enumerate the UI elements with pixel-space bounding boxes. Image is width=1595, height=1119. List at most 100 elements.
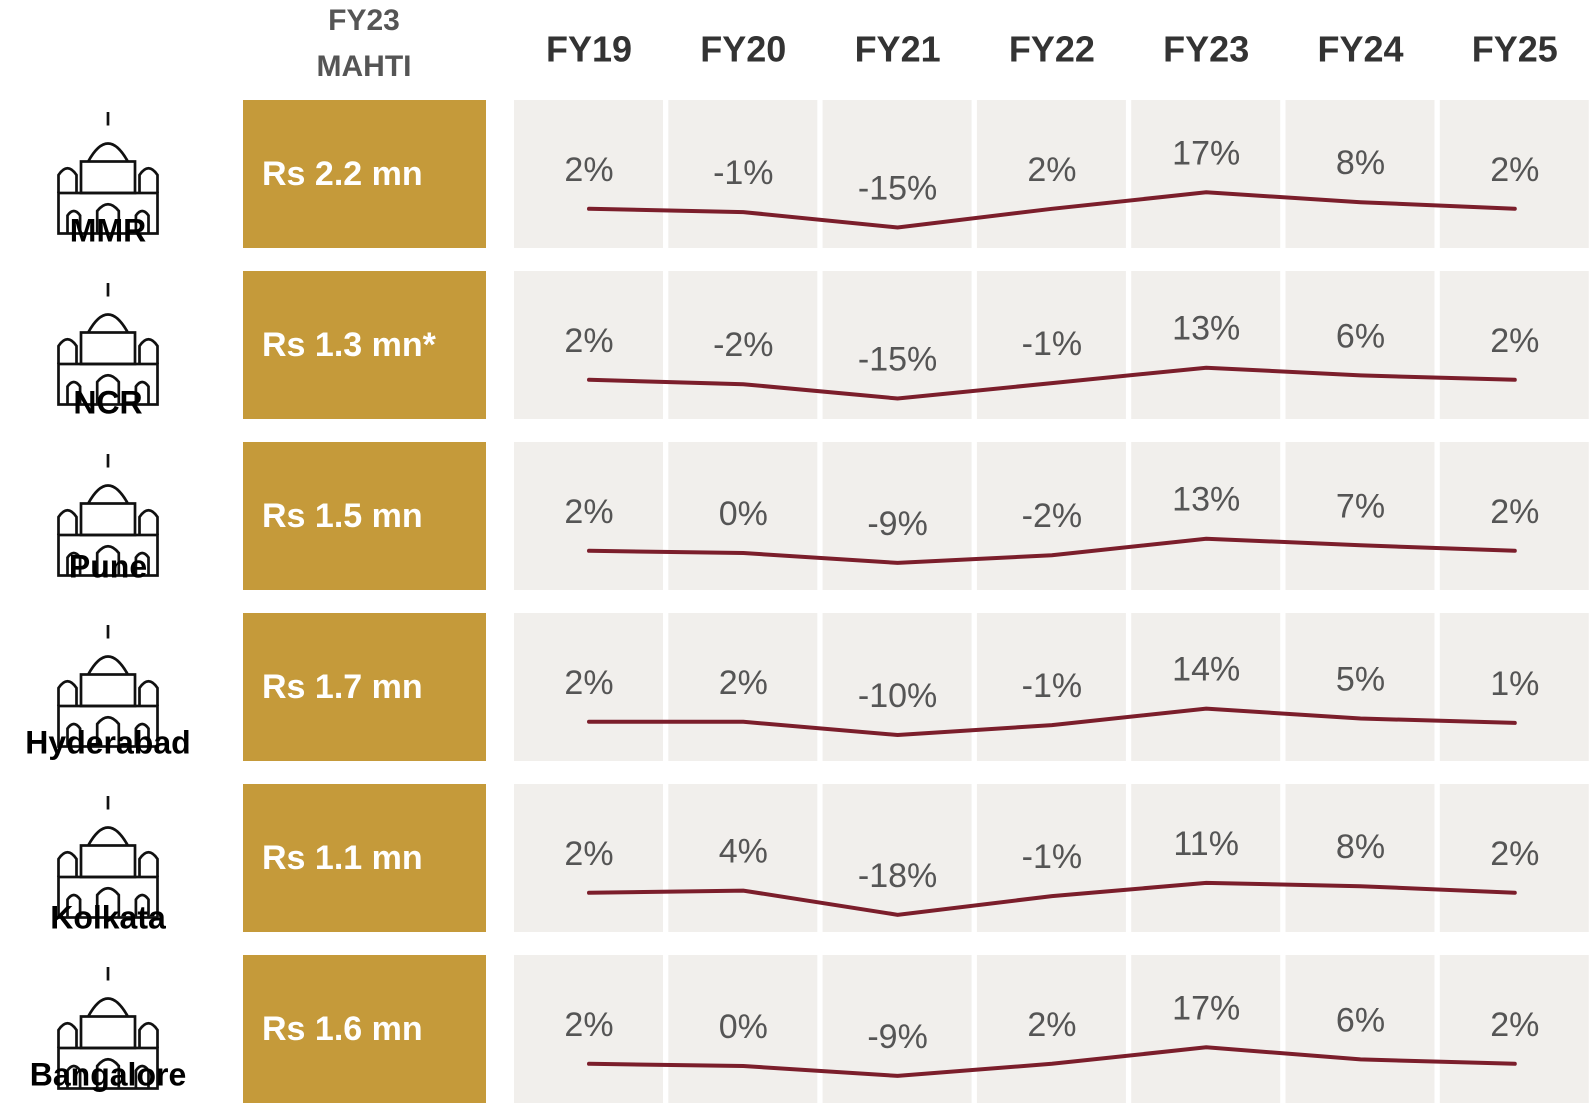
value-label: -1% [1022, 325, 1082, 363]
value-label: 13% [1172, 310, 1240, 348]
value-label: 8% [1336, 144, 1385, 182]
mahti-cell [243, 955, 486, 1103]
cell [976, 955, 1126, 1103]
cell [668, 784, 818, 932]
value-label: 2% [564, 151, 613, 189]
value-label: -2% [1022, 497, 1082, 535]
trend-line [587, 365, 1517, 401]
column-header: FY24 [1317, 29, 1403, 70]
cell [1439, 271, 1589, 419]
cell [1131, 955, 1281, 1103]
city-name: Hyderabad [25, 724, 190, 760]
cell [514, 271, 663, 419]
mahti-value: Rs 1.3 mn* [262, 326, 437, 364]
cell [1439, 784, 1589, 932]
cell [514, 100, 663, 248]
column-header: FY22 [1009, 29, 1095, 70]
trend-line [587, 706, 1517, 738]
mahti-value: Rs 1.1 mn [262, 839, 423, 877]
column-header: FY19 [546, 29, 632, 70]
cell [822, 442, 972, 590]
cell [514, 784, 663, 932]
value-label: -15% [858, 169, 937, 207]
cell [1131, 271, 1281, 419]
cell [1131, 784, 1281, 932]
mahti-value: Rs 1.5 mn [262, 497, 423, 535]
value-label: 2% [1490, 1006, 1539, 1044]
value-label: 14% [1172, 651, 1240, 689]
value-label: 2% [564, 493, 613, 531]
mahti-cell [243, 100, 486, 248]
value-label: -1% [1022, 838, 1082, 876]
city-name: Kolkata [50, 899, 166, 935]
value-label: -10% [858, 677, 937, 715]
value-label: 5% [1336, 660, 1385, 698]
cell [514, 955, 663, 1103]
cell [1439, 955, 1589, 1103]
cell [668, 955, 818, 1103]
trend-line [587, 190, 1517, 230]
value-label: 2% [564, 322, 613, 360]
value-label: 2% [1490, 493, 1539, 531]
cell [976, 100, 1126, 248]
value-label: 17% [1172, 989, 1240, 1027]
city-name: NCR [73, 384, 142, 420]
column-header: FY21 [855, 29, 941, 70]
cell [514, 613, 663, 761]
value-label: 4% [719, 833, 768, 871]
value-label: 2% [719, 664, 768, 702]
value-label: 0% [719, 495, 768, 533]
value-label: 7% [1336, 487, 1385, 525]
value-label: -9% [867, 1018, 927, 1056]
mahti-cell [243, 271, 486, 419]
value-label: 8% [1336, 828, 1385, 866]
value-label: 2% [1027, 1006, 1076, 1044]
value-label: 6% [1336, 1001, 1385, 1039]
mahti-value: Rs 1.7 mn [262, 668, 423, 706]
value-label: -1% [713, 154, 773, 192]
city-name: Pune [69, 548, 147, 584]
cell [668, 271, 818, 419]
cell [1285, 784, 1435, 932]
cell [1285, 271, 1435, 419]
trend-line [587, 880, 1517, 917]
value-label: 17% [1172, 134, 1240, 172]
value-label: 2% [564, 664, 613, 702]
cell [1439, 100, 1589, 248]
trend-line [587, 536, 1517, 565]
cell [1439, 442, 1589, 590]
cell [1285, 442, 1435, 590]
mahti-cell [243, 784, 486, 932]
cell [976, 442, 1126, 590]
value-label: -18% [858, 857, 937, 895]
mahti-cell [243, 442, 486, 590]
value-label: 6% [1336, 317, 1385, 355]
value-label: 2% [564, 1006, 613, 1044]
cell [1131, 442, 1281, 590]
value-label: 2% [1027, 151, 1076, 189]
cell [822, 955, 972, 1103]
value-label: 0% [719, 1008, 768, 1046]
mahti-cell [243, 613, 486, 761]
header-label: FY23 [328, 4, 400, 37]
cell [976, 784, 1126, 932]
value-label: -15% [858, 340, 937, 378]
mahti-value: Rs 1.6 mn [262, 1010, 423, 1048]
mahti-value: Rs 2.2 mn [262, 155, 423, 193]
value-label: 2% [564, 835, 613, 873]
cell [668, 613, 818, 761]
cell [514, 442, 663, 590]
cell [976, 271, 1126, 419]
cell [976, 613, 1126, 761]
value-label: 1% [1490, 665, 1539, 703]
value-label: 11% [1173, 825, 1239, 863]
column-header: FY25 [1472, 29, 1558, 70]
city-name: Bangalore [30, 1056, 186, 1092]
column-header: FY20 [700, 29, 786, 70]
cell [1285, 100, 1435, 248]
value-label: 2% [1490, 151, 1539, 189]
value-label: 2% [1490, 835, 1539, 873]
column-header: FY23 [1163, 29, 1249, 70]
value-label: -2% [713, 326, 773, 364]
